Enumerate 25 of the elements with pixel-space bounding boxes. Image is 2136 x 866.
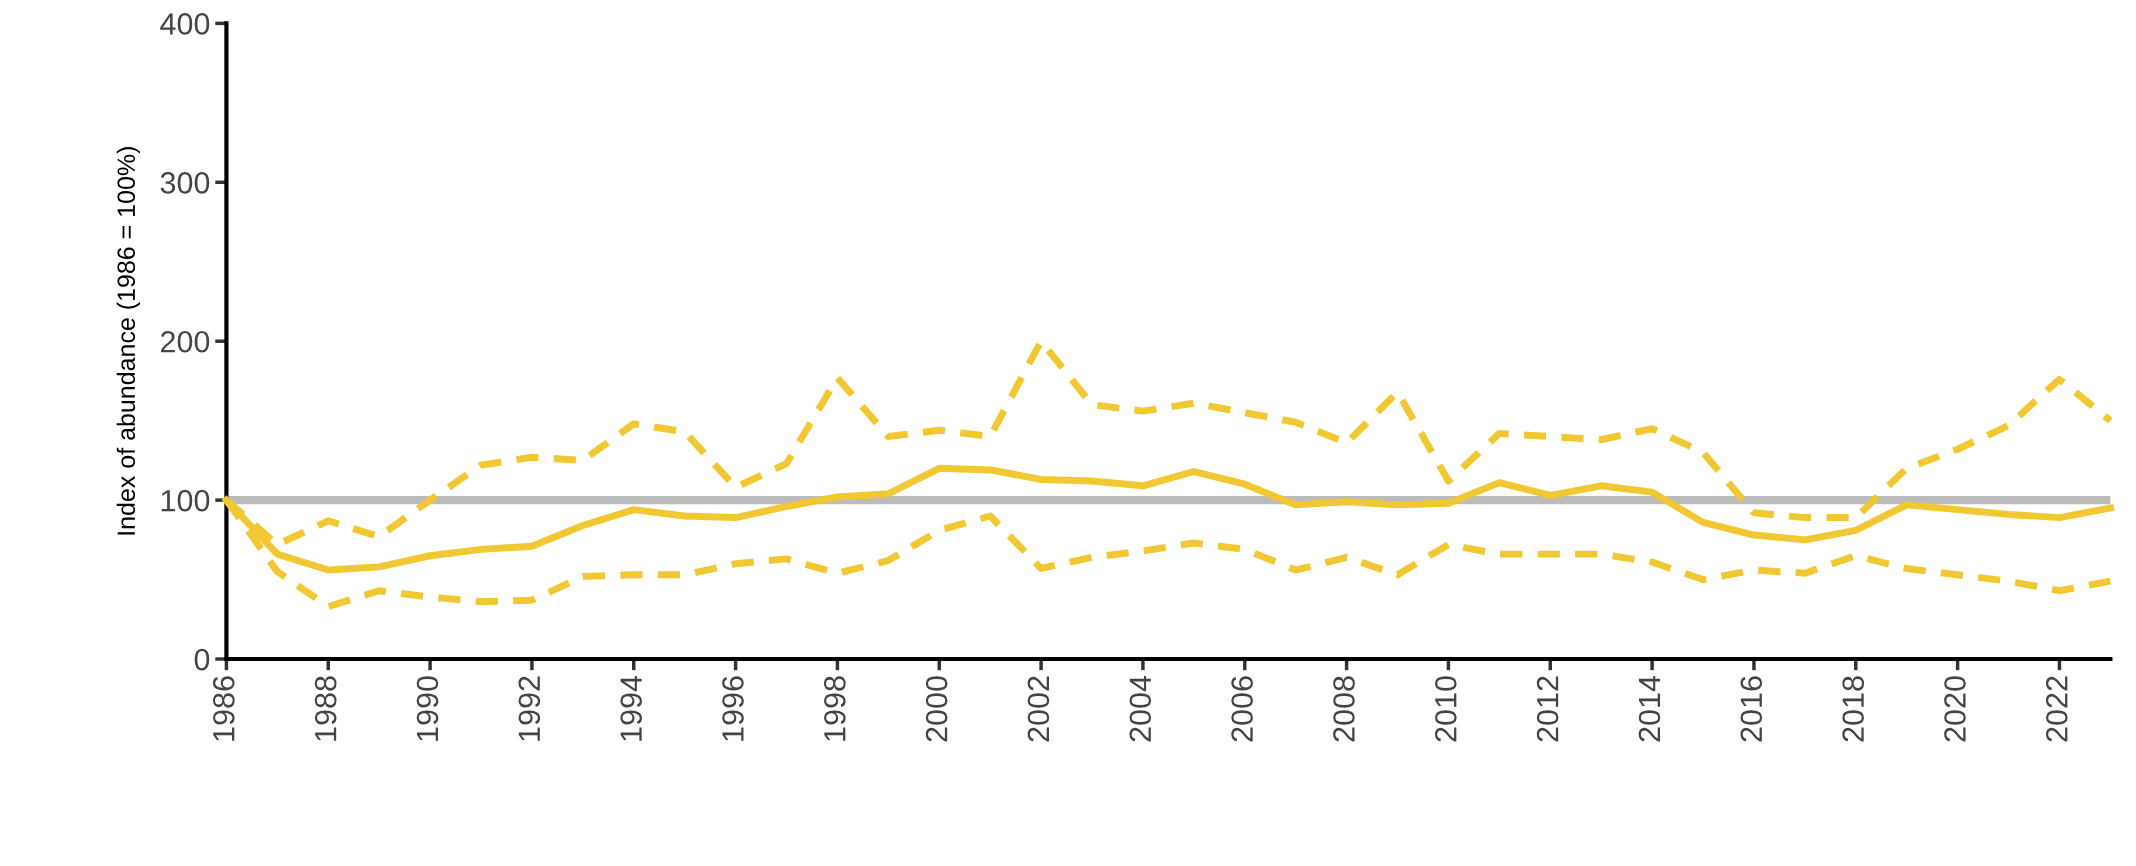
- x-tick-label: 2010: [1435, 676, 1457, 742]
- x-tick-label: 2020: [1944, 676, 1966, 742]
- y-tick-label: 100: [161, 489, 210, 512]
- x-tick-label: 2012: [1536, 676, 1559, 742]
- x-tick-label: 2016: [1740, 676, 1763, 742]
- y-tick-label: 400: [160, 13, 210, 35]
- y-axis-title: Index of abundance (1986 = 100%): [116, 147, 141, 535]
- x-tick-label: 1994: [620, 675, 642, 741]
- x-tick-label: 2000: [925, 676, 948, 742]
- x-tick-label: 2004: [1129, 675, 1152, 742]
- x-tick-label: 1990: [416, 676, 439, 741]
- x-tick-label: 1998: [823, 676, 846, 741]
- x-tick-label: 2002: [1027, 676, 1050, 742]
- x-tick-label: 2022: [2046, 676, 2068, 742]
- x-tick-label: 2014: [1638, 675, 1661, 742]
- x-tick-label: 1996: [722, 676, 744, 741]
- x-tick-label: 2006: [1231, 676, 1253, 742]
- x-tick-label: 2008: [1333, 676, 1355, 742]
- x-tick-label: 2018: [1842, 676, 1864, 742]
- x-tick-label: 1988: [314, 676, 337, 741]
- y-tick-label: 200: [161, 330, 210, 353]
- y-tick-label: 0: [194, 648, 210, 671]
- x-tick-label: 1986: [212, 676, 235, 741]
- x-tick-label: 1992: [518, 676, 541, 741]
- y-tick-label: 300: [160, 172, 210, 194]
